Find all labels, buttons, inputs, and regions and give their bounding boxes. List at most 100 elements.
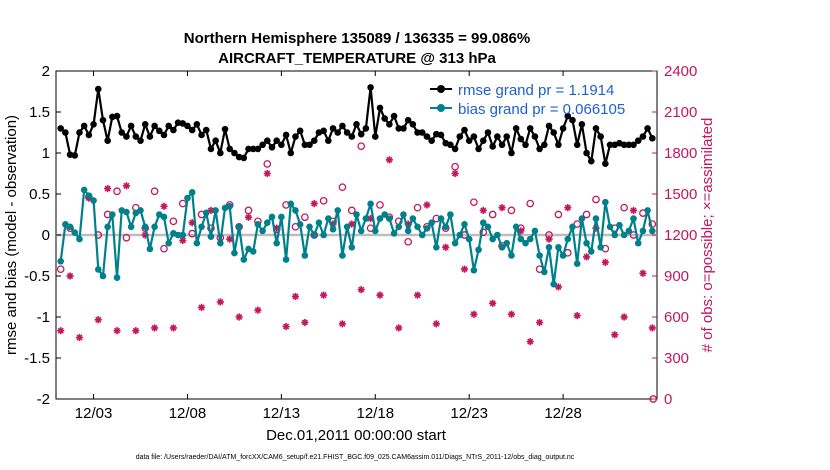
obs-assimilated-point bbox=[94, 316, 102, 324]
series-point-rmse bbox=[559, 125, 567, 132]
series-point-rmse bbox=[155, 127, 163, 135]
series-lines bbox=[57, 84, 656, 288]
series-point-bias bbox=[583, 239, 590, 247]
series-point-bias bbox=[146, 245, 154, 253]
series-point-rmse bbox=[386, 121, 393, 128]
series-point-bias bbox=[310, 231, 318, 239]
series-point-bias bbox=[461, 221, 468, 228]
series-point-rmse bbox=[630, 141, 637, 149]
series-point-bias bbox=[292, 207, 299, 214]
y-tick-label: 0 bbox=[42, 227, 50, 244]
obs-assimilated-point bbox=[573, 312, 581, 320]
series-point-rmse bbox=[578, 121, 586, 128]
obs-possible-point bbox=[582, 210, 591, 219]
series-point-bias bbox=[484, 223, 492, 231]
series-point-rmse bbox=[400, 125, 407, 132]
series-point-rmse bbox=[414, 129, 421, 136]
series-point-rmse bbox=[484, 129, 492, 136]
series-point-rmse bbox=[447, 141, 454, 149]
obs-assimilated-stroke bbox=[611, 331, 618, 338]
series-point-bias bbox=[66, 223, 74, 231]
series-point-bias bbox=[357, 227, 365, 235]
obs-assimilated-point bbox=[132, 327, 140, 335]
series-point-bias bbox=[371, 227, 379, 235]
series-point-rmse bbox=[583, 149, 590, 157]
obs-assimilated-point bbox=[423, 201, 431, 209]
obs-assimilated-stroke bbox=[621, 313, 628, 321]
obs-assimilated-point bbox=[169, 324, 177, 332]
series-point-rmse bbox=[634, 137, 642, 144]
obs-assimilated-point bbox=[460, 265, 469, 273]
series-point-bias bbox=[522, 239, 529, 247]
obs-assimilated-stroke bbox=[254, 307, 261, 314]
obs-assimilated-point bbox=[498, 204, 506, 212]
series-point-bias bbox=[428, 219, 435, 226]
x-axis-ticks: 12/03 12/08 12/13 12/18 12/23 12/28 bbox=[75, 71, 582, 422]
obs-assimilated-stroke bbox=[104, 185, 111, 192]
obs-assimilated-point bbox=[263, 169, 271, 178]
obs-assimilated-stroke bbox=[555, 283, 562, 291]
series-point-bias bbox=[433, 244, 440, 251]
series-point-bias bbox=[198, 223, 205, 231]
series-point-rmse bbox=[541, 141, 548, 149]
obs-assimilated-point bbox=[611, 331, 619, 339]
series-point-rmse bbox=[461, 126, 468, 134]
y-tick-label: -1 bbox=[37, 309, 50, 326]
obs-assimilated-point bbox=[310, 199, 318, 208]
obs-assimilated-point bbox=[254, 306, 262, 314]
obs-assimilated-stroke bbox=[358, 286, 365, 293]
x-tick-label: 12/13 bbox=[263, 405, 301, 422]
obs-assimilated-stroke bbox=[320, 292, 327, 299]
obs-assimilated-stroke bbox=[76, 334, 83, 341]
series-point-rmse bbox=[325, 137, 332, 144]
obs-possible-point bbox=[113, 187, 121, 196]
series-point-rmse bbox=[573, 141, 581, 149]
obs-assimilated-stroke bbox=[113, 327, 121, 334]
series-point-rmse bbox=[85, 131, 93, 139]
series-point-rmse bbox=[202, 126, 210, 134]
series-point-rmse bbox=[395, 125, 403, 132]
obs-assimilated-point bbox=[320, 291, 328, 299]
obs-assimilated-point bbox=[385, 156, 393, 164]
series-point-bias bbox=[123, 208, 130, 216]
obs-assimilated-point bbox=[629, 206, 638, 214]
obs-assimilated-stroke bbox=[461, 266, 468, 273]
x-tick-label: 12/23 bbox=[450, 405, 488, 422]
series-point-bias bbox=[531, 227, 539, 235]
y-tick-label: -0.5 bbox=[24, 268, 50, 285]
obs-possible-point bbox=[56, 265, 65, 274]
obs-possible-point bbox=[592, 195, 600, 204]
series-point-rmse bbox=[517, 135, 525, 143]
series-point-bias bbox=[282, 256, 290, 263]
series-point-rmse bbox=[536, 145, 543, 153]
obs-assimilated-stroke bbox=[545, 236, 553, 243]
series-point-rmse bbox=[165, 122, 172, 130]
obs-assimilated-point bbox=[507, 310, 516, 318]
obs-assimilated-point bbox=[160, 202, 168, 210]
series-point-rmse bbox=[137, 137, 144, 144]
y-tick-label: 0.5 bbox=[29, 186, 50, 203]
obs-assimilated-point bbox=[57, 327, 65, 335]
series-point-rmse bbox=[367, 84, 374, 91]
series-point-bias bbox=[315, 219, 323, 226]
series-point-rmse bbox=[123, 133, 130, 140]
series-point-rmse bbox=[357, 130, 365, 138]
obs-assimilated-point bbox=[413, 291, 422, 299]
series-point-bias bbox=[475, 246, 482, 254]
series-point-rmse bbox=[381, 115, 388, 122]
obs-assimilated-stroke bbox=[414, 292, 421, 299]
y2-tick-label: 1800 bbox=[664, 145, 697, 162]
series-point-rmse bbox=[301, 141, 309, 149]
obs-possible-point bbox=[122, 233, 131, 242]
y-axis-ticks: -2 -1.5 -1 -0.5 0 0.5 1 1.5 2 bbox=[24, 63, 61, 408]
obs-assimilated-point bbox=[451, 169, 459, 178]
series-point-rmse bbox=[127, 122, 135, 130]
series-point-rmse bbox=[217, 149, 224, 157]
x-tick-label: 12/08 bbox=[169, 405, 207, 422]
series-point-rmse bbox=[489, 143, 496, 150]
series-point-bias bbox=[334, 207, 342, 214]
obs-possible-point bbox=[347, 206, 356, 215]
series-point-rmse bbox=[104, 137, 111, 144]
obs-assimilated-stroke bbox=[536, 319, 543, 326]
series-point-rmse bbox=[564, 112, 572, 120]
